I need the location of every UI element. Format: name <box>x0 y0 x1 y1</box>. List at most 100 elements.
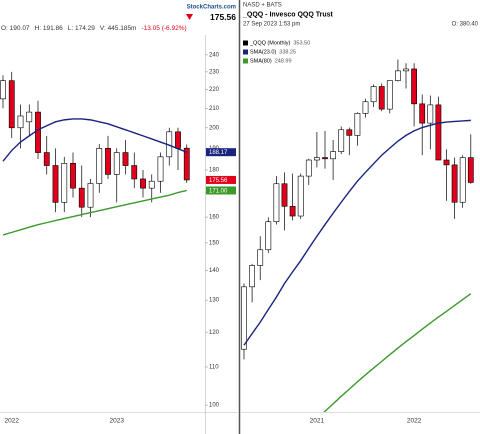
candle-body <box>122 152 129 166</box>
legend-value: 248.99 <box>275 58 292 64</box>
candle-body <box>61 163 68 203</box>
candle-body <box>435 104 442 161</box>
candle-body <box>338 129 345 152</box>
candle-body <box>249 265 255 288</box>
stat: O: 190.07 <box>1 25 30 32</box>
candle-body <box>257 249 264 266</box>
candle-body <box>394 70 401 81</box>
stat: V: 445.185m <box>100 25 137 32</box>
candle-body <box>354 113 361 136</box>
legend-swatch <box>243 49 248 55</box>
stat: -13.05 (-6.92%) <box>141 25 186 32</box>
candle-body <box>386 80 393 110</box>
candle-body <box>241 286 247 350</box>
exchange: NASD + BATS <box>243 3 282 9</box>
candle-body <box>427 104 434 124</box>
candle-body <box>297 175 304 217</box>
candle-body <box>411 68 417 105</box>
price-tag <box>206 175 236 184</box>
price-tag-label: 171.00 <box>209 188 228 194</box>
stat: L: 174.29 <box>68 25 95 32</box>
legend-box <box>242 57 310 65</box>
candle-body <box>87 183 94 208</box>
candle-body <box>370 86 377 103</box>
candle-body <box>78 187 85 208</box>
candle-body <box>105 148 111 175</box>
legend-swatch <box>243 58 248 64</box>
candle-body <box>157 156 164 182</box>
price-tag-label: 188.17 <box>209 150 228 156</box>
candle-body <box>8 80 15 129</box>
candle-body <box>265 221 272 251</box>
y-tick-label: 200 <box>209 125 220 131</box>
price-tag <box>206 148 236 157</box>
candle-body <box>26 111 33 123</box>
brand: StockCharts.com <box>187 5 236 11</box>
y-tick-label: 240 <box>209 52 220 58</box>
candle-body <box>346 129 353 136</box>
candle-body <box>140 178 146 189</box>
y-tick-label: 100 <box>209 403 220 409</box>
legend-value: 353.50 <box>293 40 310 46</box>
legend-box <box>242 39 310 47</box>
y-tick-label: 180 <box>209 168 220 174</box>
candle-body <box>96 148 103 184</box>
sma-line <box>323 293 472 412</box>
price-tag <box>206 186 236 195</box>
y-tick-label: 110 <box>209 365 219 371</box>
price-tag-label: 175.56 <box>209 178 228 184</box>
sma-line <box>2 189 187 236</box>
x-tick-label: 2022 <box>407 418 422 425</box>
candle-body <box>0 80 6 100</box>
x-tick-label: 2023 <box>110 418 125 425</box>
candle-body <box>289 206 296 217</box>
stat: H: 191.86 <box>35 25 64 32</box>
sma-line <box>2 118 188 162</box>
legend-label: SMA(23.0) <box>250 49 276 55</box>
candle-body <box>443 159 450 166</box>
candle-body <box>273 183 280 222</box>
legend-label: SMA(80) <box>250 58 272 64</box>
date: 27 Sep 2023 1:53 pm <box>243 22 300 28</box>
candle-body <box>459 157 466 203</box>
y-tick-label: 120 <box>209 330 220 336</box>
candle-body <box>362 101 369 114</box>
x-tick-label: 2022 <box>5 418 20 425</box>
candle-body <box>281 183 288 207</box>
candle-body <box>131 165 138 180</box>
stats: O: 190.07 H: 191.86 L: 174.29 V: 445.185m -1… <box>1 25 187 32</box>
y-tick-label: 230 <box>209 69 220 75</box>
candle-body <box>113 152 120 175</box>
plot-area <box>241 59 474 412</box>
last-price: 175.56 <box>210 12 236 22</box>
candle-body <box>403 68 409 72</box>
symbol-title: _QQQ - Invesco QQQ Trust <box>242 11 334 18</box>
candle-body <box>175 131 181 149</box>
y-tick-label: 130 <box>209 298 220 304</box>
y-tick-label: 160 <box>209 215 220 221</box>
x-tick-label: 2021 <box>310 418 325 425</box>
legend-label: _QQQ (Monthly) <box>249 40 291 46</box>
plot-area <box>0 71 190 236</box>
candle-body <box>419 103 426 124</box>
candle-body <box>52 165 59 203</box>
down-arrow <box>186 14 193 20</box>
y-tick-label: 150 <box>209 240 220 246</box>
candle-body <box>378 86 385 110</box>
candle-body <box>148 180 155 189</box>
candle-body <box>17 115 24 129</box>
candle-body <box>43 152 50 166</box>
y-tick-label: 140 <box>209 268 220 274</box>
y-tick-label: 220 <box>209 87 220 93</box>
candle-body <box>70 163 76 189</box>
y-tick-label: 210 <box>209 106 220 112</box>
candle-body <box>322 157 328 160</box>
open-price: O: 380.40 <box>452 22 479 28</box>
legend-box <box>242 48 310 56</box>
candle-body <box>313 157 320 161</box>
legend-swatch <box>243 40 248 46</box>
candle-body <box>451 164 458 203</box>
candle-body <box>467 157 474 183</box>
legend-value: 338.25 <box>279 49 296 55</box>
